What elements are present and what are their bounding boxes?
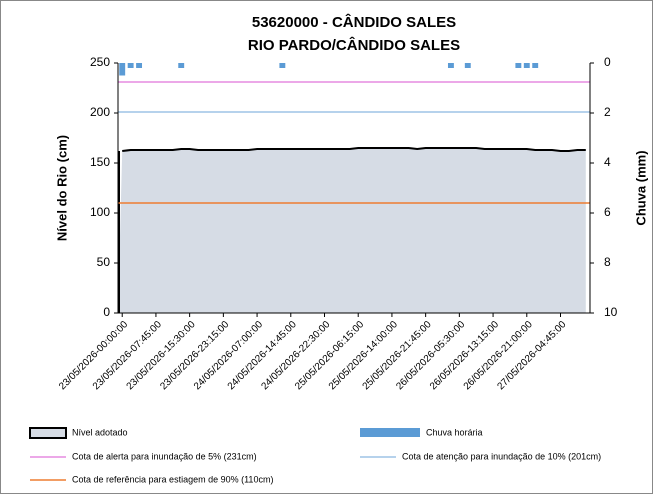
y-tick-label: 200	[90, 105, 110, 119]
y2-tick-label: 0	[604, 55, 611, 69]
rain-bar	[119, 63, 126, 76]
level-area	[118, 148, 586, 313]
y-tick-label: 100	[90, 205, 110, 219]
level-line	[122, 147, 586, 152]
rain-bar	[515, 63, 522, 68]
chart-subtitle: RIO PARDO/CÂNDIDO SALES	[248, 36, 460, 54]
chart-title: 53620000 - CÂNDIDO SALES	[252, 13, 456, 31]
legend-swatch	[360, 428, 420, 437]
rain-bar	[136, 63, 143, 68]
y2-tick-label: 6	[604, 205, 611, 219]
rain-bar	[464, 63, 471, 68]
y-tick-label: 50	[97, 255, 111, 269]
y-tick-label: 250	[90, 55, 110, 69]
rain-bar	[523, 63, 530, 68]
rain-bar	[127, 63, 134, 68]
legend-swatch	[29, 427, 67, 439]
y-tick-label: 0	[103, 305, 110, 319]
rain-bar	[447, 63, 454, 68]
legend-label: Cota de referência para estiagem de 90% …	[72, 474, 273, 484]
y-tick-label: 150	[90, 155, 110, 169]
y2-tick-label: 4	[604, 155, 611, 169]
y2-axis-label: Chuva (mm)	[633, 150, 648, 225]
legend-label: Nível adotado	[72, 427, 128, 437]
y-axis-label: Nível do Rio (cm)	[54, 135, 69, 241]
y2-tick-label: 8	[604, 255, 611, 269]
legend-label: Cota de alerta para inundação de 5% (231…	[72, 451, 257, 461]
legend-label: Chuva horária	[426, 427, 483, 437]
rain-bar	[178, 63, 185, 68]
rain-bar	[532, 63, 539, 68]
rain-bar	[279, 63, 286, 68]
y2-tick-label: 10	[604, 305, 618, 319]
y2-tick-label: 2	[604, 105, 611, 119]
legend-label: Cota de atenção para inundação de 10% (2…	[402, 451, 601, 461]
